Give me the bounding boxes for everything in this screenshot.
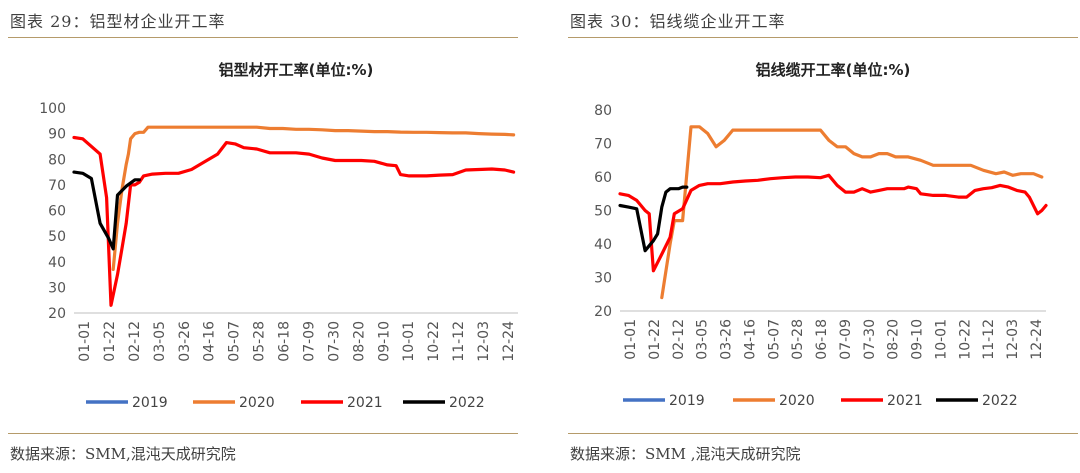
- source-rule: [8, 433, 518, 434]
- y-tick-label: 40: [594, 237, 612, 253]
- y-tick-label: 20: [48, 306, 66, 322]
- series-line-2021: [618, 173, 1048, 273]
- x-tick-label: 05-28: [790, 319, 806, 360]
- x-tick-label: 12-24: [501, 321, 517, 362]
- x-tick-label: 12-03: [476, 321, 492, 362]
- y-tick-label: 80: [594, 103, 612, 119]
- chart-aluminum-cable: 铝线缆开工率(单位:%) 20 30 40 50 60 70 80 01-01 01-22 02-1…: [594, 61, 1048, 409]
- legend-label-2019: 2019: [132, 395, 168, 411]
- series-line-2020: [111, 125, 516, 271]
- source-rule: [568, 433, 1078, 434]
- source-note: 数据来源：SMM ,混沌天成研究院: [570, 445, 801, 463]
- x-tick-label: 01-22: [102, 321, 118, 362]
- y-tick-label: 40: [48, 255, 66, 271]
- legend-label-2020: 2020: [239, 395, 275, 411]
- x-tick-label: 03-05: [695, 319, 711, 360]
- y-tick-label: 80: [48, 152, 66, 168]
- legend-label-2022: 2022: [449, 395, 485, 411]
- y-tick-label: 100: [39, 101, 66, 117]
- x-tick-label: 09-10: [376, 321, 392, 362]
- y-tick-label: 90: [48, 127, 66, 143]
- chart-panel-right: 图表 30：铝线缆企业开工率 铝线缆开工率(单位:%) 20 30 40 50 60 70 8…: [568, 0, 1080, 473]
- x-tick-label: 01-22: [647, 319, 663, 360]
- x-tick-label: 07-30: [862, 319, 878, 360]
- x-tick-label: 11-12: [981, 319, 997, 360]
- y-tick-label: 30: [48, 280, 66, 296]
- x-tick-label: 07-09: [301, 321, 317, 362]
- y-tick-label: 30: [594, 271, 612, 287]
- x-tick-label: 12-03: [1005, 319, 1021, 360]
- x-tick-label: 05-28: [252, 321, 268, 362]
- y-tick-label: 60: [594, 170, 612, 186]
- x-tick-label: 08-20: [351, 321, 367, 362]
- x-tick-label: 09-10: [910, 319, 926, 360]
- figure-caption: 图表 30：铝线缆企业开工率: [570, 12, 786, 31]
- legend-label-2021: 2021: [887, 393, 923, 409]
- x-tick-label: 06-18: [277, 321, 293, 362]
- y-tick-label: 50: [48, 229, 66, 245]
- x-tick-label: 03-05: [152, 321, 168, 362]
- legend-label-2019: 2019: [669, 393, 705, 409]
- x-tick-label: 03-26: [177, 321, 193, 362]
- series-line-2022: [618, 185, 689, 253]
- figure-caption: 图表 29：铝型材企业开工率: [10, 12, 226, 31]
- x-tick-label: 11-12: [451, 321, 467, 362]
- x-tick-label: 02-12: [671, 319, 687, 360]
- x-tick-label: 07-30: [326, 321, 342, 362]
- y-tick-label: 50: [594, 204, 612, 220]
- y-tick-label: 60: [48, 204, 66, 220]
- x-tick-label: 01-01: [77, 321, 93, 362]
- legend-label-2021: 2021: [347, 395, 383, 411]
- y-tick-label: 20: [594, 304, 612, 320]
- x-tick-label: 07-09: [838, 319, 854, 360]
- chart-panel-left: 图表 29：铝型材企业开工率 铝型材开工率(单位:%) 20 30 40 50 60 70 8…: [8, 0, 538, 473]
- chart-title: 铝线缆开工率(单位:%): [756, 61, 911, 79]
- series-line-2021: [72, 135, 516, 307]
- x-tick-label: 12-24: [1029, 319, 1045, 360]
- caption-rule: [8, 37, 518, 38]
- x-tick-label: 04-16: [202, 321, 218, 362]
- x-tick-label: 05-07: [766, 319, 782, 360]
- x-tick-label: 10-22: [957, 319, 973, 360]
- chart-aluminum-profile: 铝型材开工率(单位:%) 20 30 40 50 60 70 80 90 100 01-01 01-2…: [39, 61, 518, 411]
- y-tick-label: 70: [594, 137, 612, 153]
- x-tick-label: 10-01: [933, 319, 949, 360]
- caption-rule: [568, 37, 1078, 38]
- source-note: 数据来源：SMM,混沌天成研究院: [10, 445, 236, 463]
- x-tick-label: 08-20: [886, 319, 902, 360]
- x-tick-label: 06-18: [814, 319, 830, 360]
- legend-label-2020: 2020: [779, 393, 815, 409]
- y-tick-label: 70: [48, 178, 66, 194]
- series-line-2020: [660, 125, 1044, 300]
- x-tick-label: 02-12: [127, 321, 143, 362]
- series-line-2022: [72, 170, 141, 251]
- x-tick-label: 03-26: [719, 319, 735, 360]
- x-tick-label: 01-01: [623, 319, 639, 360]
- x-tick-label: 10-01: [401, 321, 417, 362]
- chart-title: 铝型材开工率(单位:%): [219, 61, 374, 79]
- legend-label-2022: 2022: [982, 393, 1018, 409]
- x-tick-label: 04-16: [742, 319, 758, 360]
- x-tick-label: 10-22: [426, 321, 442, 362]
- x-tick-label: 05-07: [227, 321, 243, 362]
